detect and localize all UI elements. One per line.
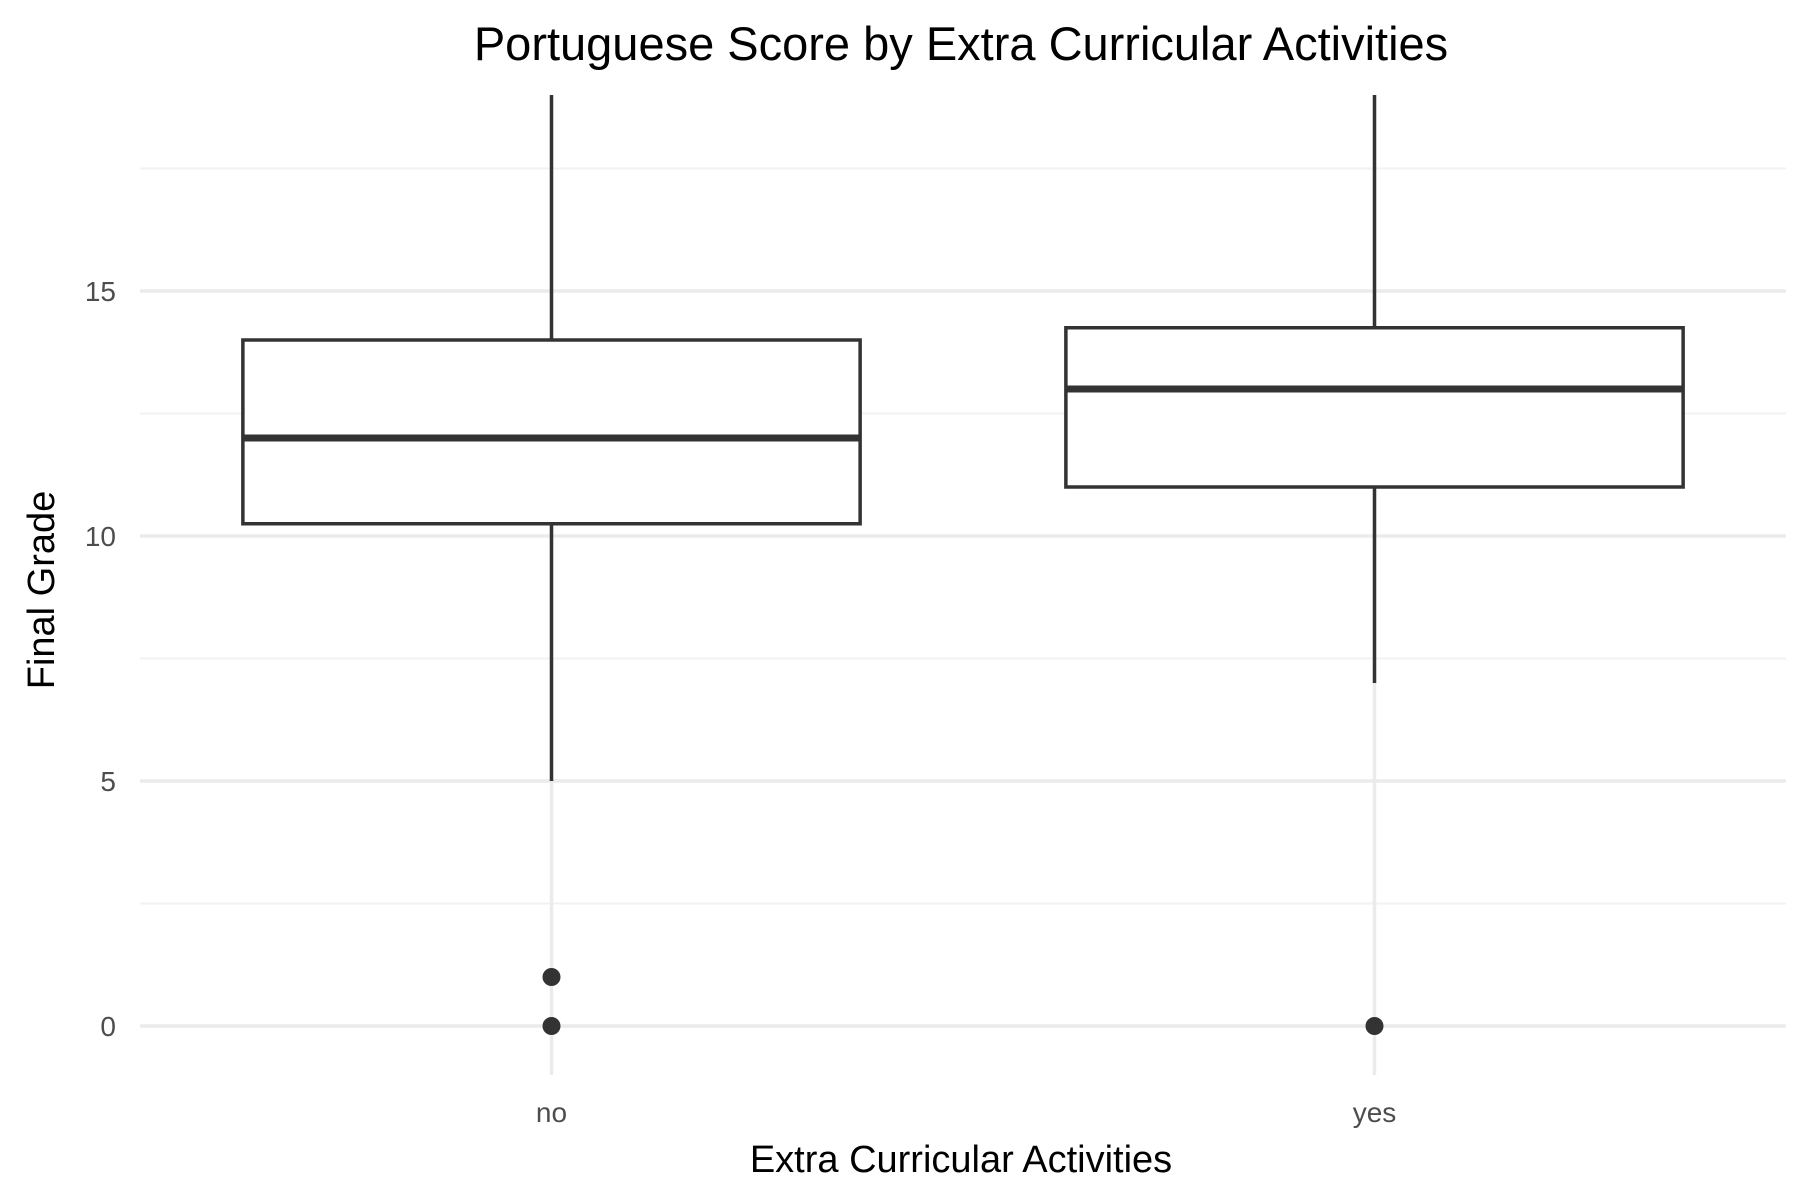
- chart-title: Portuguese Score by Extra Curricular Act…: [474, 17, 1448, 70]
- box-no: [241, 95, 862, 1035]
- y-tick-label: 15: [85, 276, 116, 307]
- boxes: [241, 95, 1685, 1035]
- outlier-point: [542, 968, 561, 986]
- box-yes: [1064, 95, 1685, 1035]
- axis-ticks: 0 5 10 15 no yes: [85, 276, 1396, 1128]
- x-tick-label: no: [536, 1097, 567, 1128]
- y-axis-title: Final Grade: [21, 491, 63, 690]
- x-tick-label: yes: [1353, 1097, 1397, 1128]
- x-axis-title: Extra Curricular Activities: [750, 1139, 1172, 1181]
- y-tick-label: 0: [100, 1011, 116, 1042]
- outlier-point: [1365, 1017, 1384, 1035]
- grid-lines: [140, 95, 1786, 1075]
- box-body: [241, 338, 862, 526]
- outlier-point: [542, 1017, 561, 1035]
- y-tick-label: 5: [100, 766, 116, 797]
- box-body: [1064, 326, 1685, 489]
- y-tick-label: 10: [85, 521, 116, 552]
